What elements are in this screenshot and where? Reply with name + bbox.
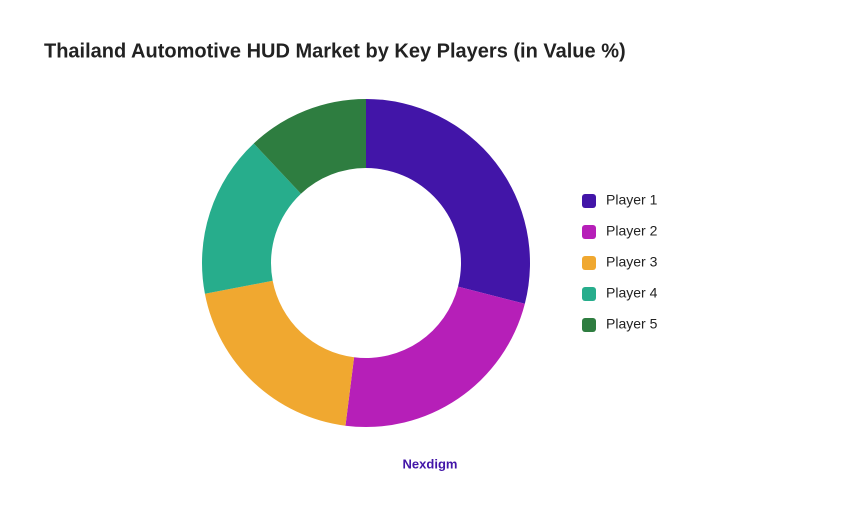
source-label: Nexdigm <box>403 456 458 471</box>
legend-swatch <box>582 225 596 239</box>
donut-slice <box>366 99 530 304</box>
legend-swatch <box>582 318 596 332</box>
legend-swatch <box>582 256 596 270</box>
donut-slice <box>202 143 301 294</box>
legend-label: Player 5 <box>606 316 658 332</box>
legend-label: Player 2 <box>606 223 658 239</box>
legend-label: Player 1 <box>606 192 658 208</box>
donut-slice <box>204 280 355 426</box>
chart-title: Thailand Automotive HUD Market by Key Pl… <box>44 40 626 62</box>
donut-slice <box>253 99 366 194</box>
donut-slice <box>345 286 525 427</box>
legend-label: Player 4 <box>606 285 658 301</box>
legend-swatch <box>582 194 596 208</box>
legend-swatch <box>582 287 596 301</box>
legend-label: Player 3 <box>606 254 658 270</box>
